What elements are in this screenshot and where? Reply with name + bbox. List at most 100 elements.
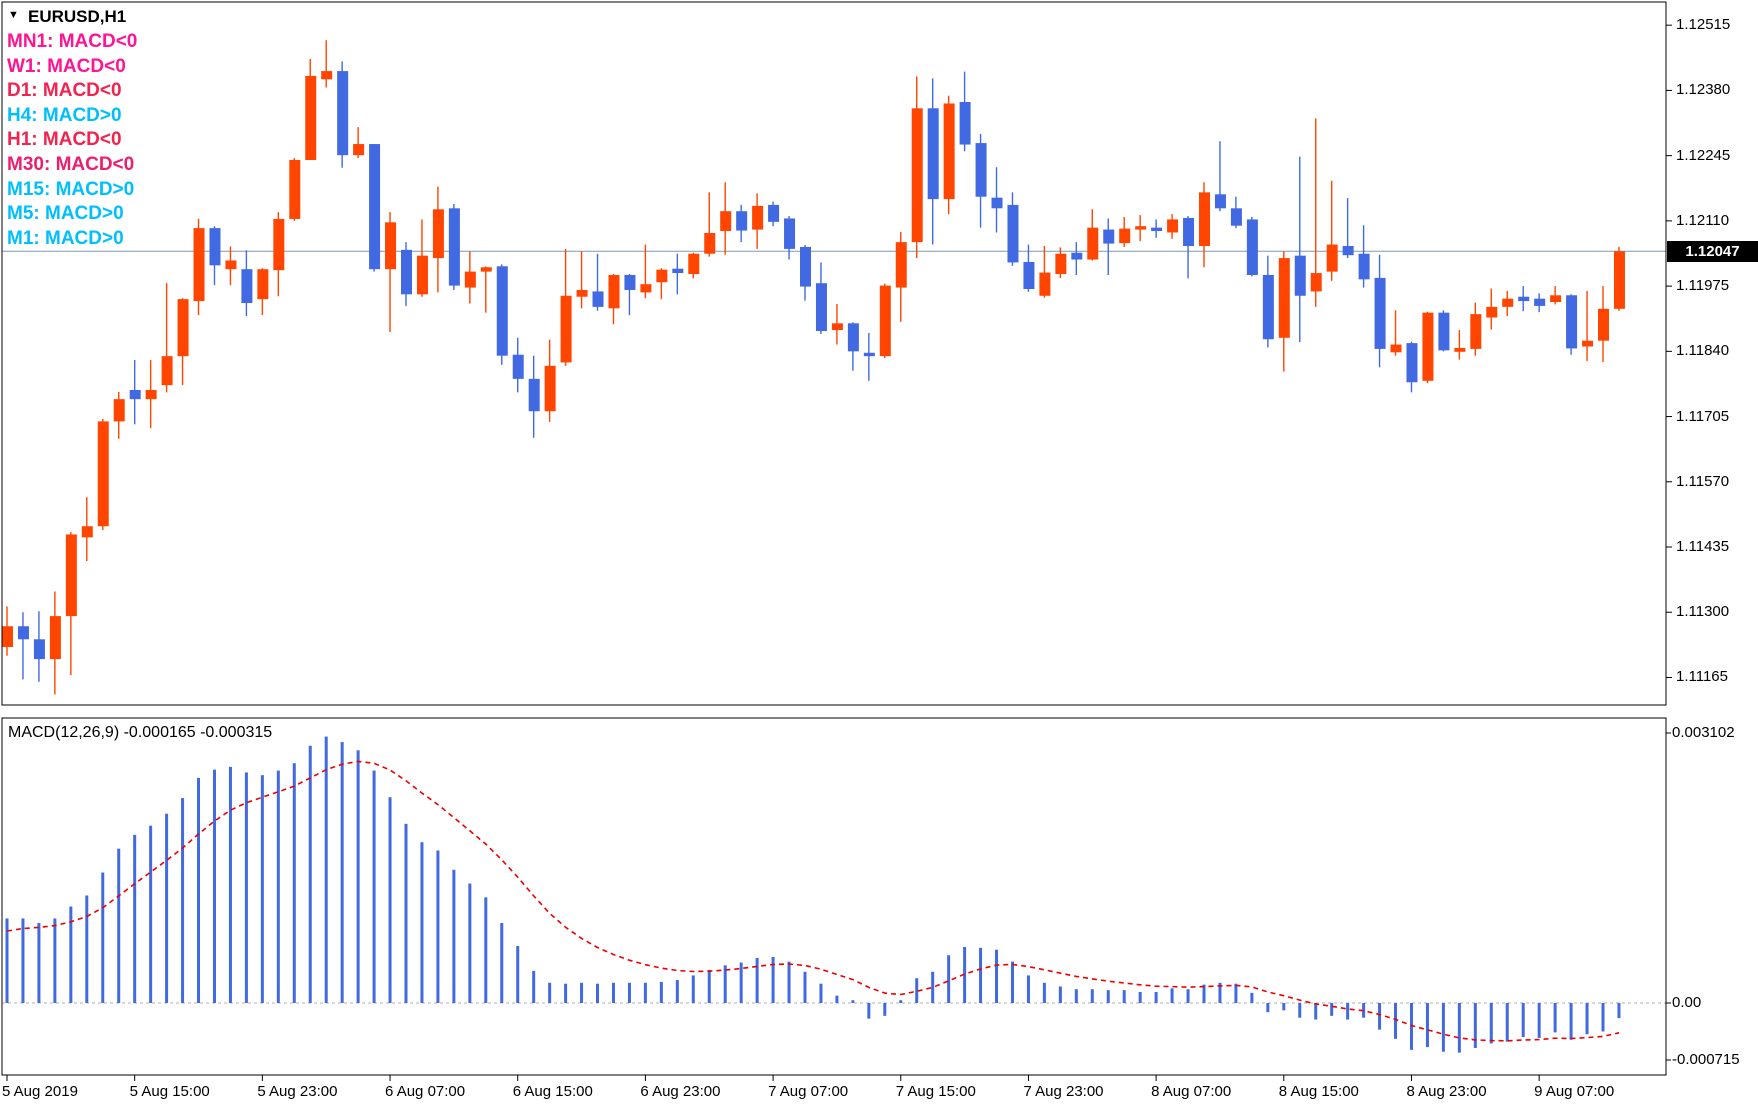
candle-body bbox=[1550, 295, 1562, 303]
candle-body bbox=[1374, 277, 1386, 349]
candle-body bbox=[145, 389, 157, 400]
price-axis-label: 1.12515 bbox=[1676, 16, 1731, 34]
time-axis-label: 9 Aug 07:00 bbox=[1534, 1083, 1615, 1100]
macd-bar bbox=[420, 842, 424, 1003]
time-axis-label: 5 Aug 15:00 bbox=[129, 1083, 210, 1100]
macd-bar bbox=[340, 742, 344, 1003]
macd-bar bbox=[1505, 1003, 1509, 1042]
candle-body bbox=[1454, 347, 1466, 352]
macd-bar bbox=[819, 983, 823, 1003]
candle-body bbox=[1023, 261, 1035, 289]
macd-bar bbox=[548, 982, 552, 1003]
macd-indicator-label: MACD(12,26,9) -0.000165 -0.000315 bbox=[8, 724, 273, 741]
macd-signal-line bbox=[6, 760, 1620, 1042]
candle-body bbox=[257, 269, 269, 300]
candle-body bbox=[1119, 228, 1131, 244]
macd-bar bbox=[979, 947, 983, 1003]
price-axis-label: 1.12380 bbox=[1676, 81, 1731, 99]
candle-body bbox=[1262, 274, 1274, 340]
macd-bar bbox=[1473, 1003, 1477, 1049]
macd-bar bbox=[1521, 1003, 1525, 1037]
macd-bar bbox=[516, 946, 520, 1003]
candle-body bbox=[49, 616, 61, 660]
price-axis-label: 1.11165 bbox=[1676, 668, 1728, 686]
candle-body bbox=[1486, 306, 1498, 318]
macd-bar bbox=[69, 906, 73, 1003]
candle-body bbox=[1167, 219, 1179, 233]
candle-body bbox=[831, 323, 843, 331]
macd-bar bbox=[372, 770, 376, 1003]
macd-bar bbox=[1298, 1003, 1302, 1018]
macd-bar bbox=[867, 1003, 871, 1019]
macd-bar bbox=[691, 975, 695, 1003]
macd-bar bbox=[851, 1000, 855, 1003]
macd-bar bbox=[564, 983, 568, 1003]
candle-body bbox=[1326, 244, 1338, 272]
candle-body bbox=[1278, 258, 1290, 338]
candle-wick bbox=[389, 212, 391, 332]
macd-bar bbox=[356, 750, 360, 1003]
candle-body bbox=[656, 269, 668, 283]
candle-body bbox=[1230, 208, 1242, 226]
candle-wick bbox=[1299, 156, 1301, 343]
candle-wick bbox=[165, 283, 168, 393]
legend-row-mn1: MN1: MACD<0 bbox=[7, 31, 138, 52]
macd-bar bbox=[1553, 1003, 1557, 1033]
candle-body bbox=[752, 205, 764, 230]
candle-body bbox=[193, 228, 205, 302]
candle-body bbox=[1470, 314, 1482, 349]
candle-body bbox=[1582, 340, 1594, 347]
legend-row-m30: M30: MACD<0 bbox=[7, 154, 135, 175]
candle-body bbox=[401, 249, 412, 295]
legend-row-m1: M1: MACD>0 bbox=[7, 227, 124, 249]
time-axis-label: 5 Aug 2019 bbox=[2, 1083, 78, 1100]
macd-bar bbox=[947, 955, 951, 1003]
candle-wick bbox=[1458, 330, 1461, 360]
macd-bar bbox=[835, 995, 839, 1003]
macd-bar bbox=[771, 957, 775, 1003]
price-axis-label: 1.11570 bbox=[1676, 472, 1730, 490]
candle-body bbox=[1071, 252, 1083, 260]
candle-body bbox=[1103, 229, 1115, 244]
macd-axis-label: 0.00 bbox=[1672, 994, 1702, 1011]
macd-bar bbox=[1330, 1003, 1334, 1016]
macd-bar bbox=[723, 965, 727, 1003]
macd-bar bbox=[611, 982, 615, 1003]
macd-bar bbox=[1489, 1003, 1493, 1044]
legend-row-d1: D1: MACD<0 bbox=[7, 80, 122, 102]
price-axis-label: 1.11840 bbox=[1676, 342, 1730, 360]
macd-bar bbox=[292, 763, 296, 1003]
macd-bar bbox=[53, 918, 57, 1003]
candle-body bbox=[800, 246, 811, 287]
macd-bar bbox=[675, 980, 679, 1003]
macd-axis-label: -0.000715 bbox=[1672, 1051, 1740, 1068]
macd-bar bbox=[1250, 992, 1254, 1003]
macd-bar bbox=[803, 971, 807, 1003]
time-axis-label: 5 Aug 23:00 bbox=[257, 1083, 338, 1100]
candle-wick bbox=[1107, 218, 1109, 275]
candle-body bbox=[33, 639, 45, 660]
macd-bar bbox=[739, 962, 743, 1003]
legend-row-w1: W1: MACD<0 bbox=[7, 55, 126, 77]
candle-body bbox=[273, 218, 285, 271]
macd-bar bbox=[596, 983, 600, 1003]
macd-bar bbox=[228, 766, 232, 1003]
candle-body bbox=[177, 299, 189, 357]
macd-bar bbox=[1425, 1003, 1429, 1048]
candle-body bbox=[592, 291, 604, 307]
candle-body bbox=[1055, 253, 1067, 275]
candle-body bbox=[1087, 227, 1099, 260]
symbol-dropdown-arrow-icon[interactable]: ▼ bbox=[8, 9, 19, 21]
candle-wick bbox=[1346, 198, 1349, 259]
macd-bar bbox=[1202, 984, 1206, 1003]
candle-wick bbox=[485, 266, 487, 313]
price-axis-label: 1.11975 bbox=[1676, 277, 1730, 295]
candle-body bbox=[815, 283, 827, 332]
candle-body bbox=[241, 269, 253, 304]
macd-bar bbox=[1314, 1003, 1318, 1020]
candle-body bbox=[512, 354, 524, 379]
candle-body bbox=[1007, 204, 1019, 263]
macd-bar bbox=[883, 1003, 887, 1016]
macd-bar bbox=[260, 775, 264, 1003]
